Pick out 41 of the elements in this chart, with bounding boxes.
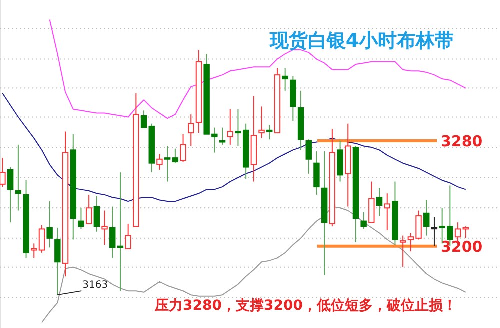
candlestick	[94, 196, 100, 232]
candlestick	[140, 110, 148, 128]
candlestick	[172, 148, 179, 164]
candlestick	[384, 193, 390, 232]
candlestick	[156, 154, 163, 170]
candlestick	[188, 114, 194, 147]
y-tick-label: 3280	[441, 132, 483, 150]
candlestick	[306, 139, 312, 174]
candlestick	[125, 223, 132, 250]
candlestick	[266, 124, 273, 140]
candlestick	[368, 181, 375, 224]
candlestick	[227, 108, 234, 146]
candlestick	[180, 134, 186, 163]
candlestick	[15, 144, 22, 212]
candlestick	[31, 243, 38, 259]
candlestick	[360, 212, 367, 230]
candlestick	[424, 200, 430, 236]
candlestick	[400, 235, 406, 268]
candlestick	[54, 227, 61, 296]
candlestick	[258, 106, 265, 139]
candlestick	[376, 188, 383, 217]
candlestick	[110, 206, 116, 259]
candlestick	[0, 158, 6, 188]
y-tick-label: 3200	[441, 238, 483, 256]
candlestick	[314, 150, 320, 196]
candlestick	[46, 201, 53, 248]
candlestick	[38, 224, 46, 254]
annotation: 压力3280，支撑3200，低位短多，破位止损！	[154, 298, 457, 314]
candlestick	[86, 194, 92, 224]
candlestick	[431, 216, 438, 247]
line-series	[49, 19, 466, 120]
annotation: 3163	[82, 280, 108, 292]
candlestick	[7, 166, 14, 224]
candlestick	[282, 68, 288, 92]
candlestick	[219, 127, 226, 146]
text: 现货白银4小时布林带	[268, 30, 454, 52]
candlestick	[462, 226, 469, 239]
candlestick	[78, 208, 84, 230]
candlestick	[102, 210, 108, 246]
candlestick	[164, 146, 171, 182]
candlestick	[117, 172, 124, 292]
